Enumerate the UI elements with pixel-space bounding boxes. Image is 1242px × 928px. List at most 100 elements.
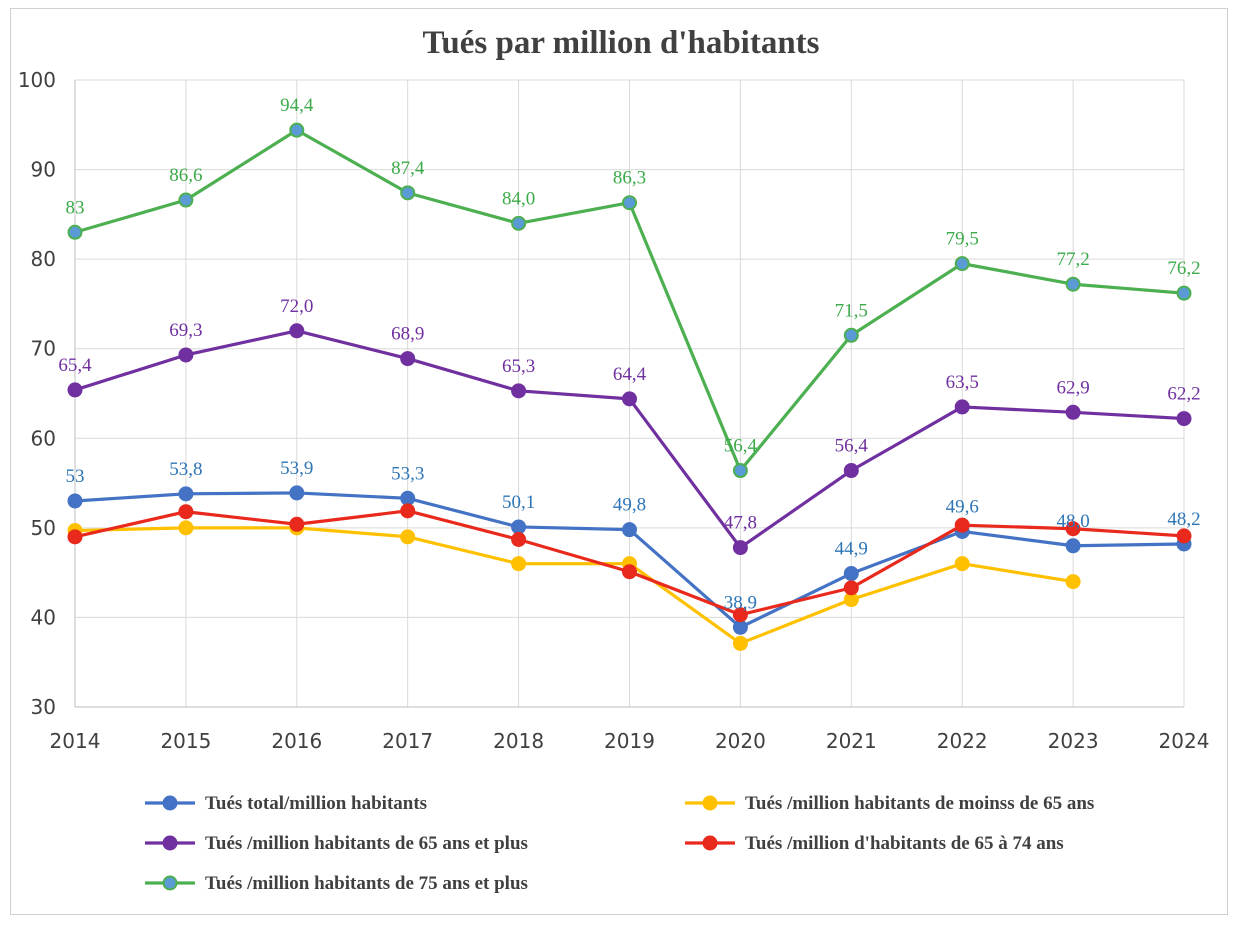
data-label: 47,8 <box>724 513 757 534</box>
y-tick-label: 40 <box>31 605 56 629</box>
series-point <box>843 566 859 582</box>
series-point <box>178 347 194 363</box>
data-label: 84,0 <box>502 188 535 209</box>
series-point <box>511 383 527 399</box>
series-point <box>178 504 194 520</box>
legend-marker <box>702 795 718 811</box>
data-label: 49,8 <box>613 495 646 516</box>
series-point <box>954 256 970 272</box>
series-point <box>289 485 305 501</box>
data-label: 94,4 <box>280 95 314 116</box>
data-label: 53,8 <box>169 459 202 480</box>
series-point <box>400 185 416 201</box>
series-point <box>511 519 527 535</box>
series-point <box>622 522 637 538</box>
series-point <box>1065 521 1081 537</box>
series-point <box>1176 285 1192 301</box>
x-tick-label: 2017 <box>382 729 433 753</box>
series-point <box>732 540 748 556</box>
series-point <box>954 399 970 415</box>
x-tick-label: 2018 <box>493 729 544 753</box>
data-label: 53 <box>66 466 85 487</box>
y-tick-label: 60 <box>31 426 56 450</box>
chart-frame <box>10 8 1228 915</box>
series-point <box>289 323 305 339</box>
series-point <box>1065 574 1081 590</box>
series-point <box>400 529 416 545</box>
data-label: 68,9 <box>391 324 424 345</box>
data-label: 62,9 <box>1056 377 1089 398</box>
series-point <box>843 463 859 479</box>
data-label: 50,1 <box>502 492 535 513</box>
series-point <box>622 564 637 580</box>
x-tick-label: 2022 <box>937 729 988 753</box>
legend-marker <box>162 875 178 891</box>
data-label: 56,4 <box>835 436 869 457</box>
y-axis: 30 40 50 60 70 80 90 100 <box>18 68 56 719</box>
series-group <box>67 122 1192 651</box>
data-label: 87,4 <box>391 158 425 179</box>
data-label: 76,2 <box>1167 258 1200 279</box>
x-axis: 2014 2015 2016 2017 2018 2019 2020 2021 2022 2023… <box>50 729 1210 753</box>
series-point <box>1176 528 1192 544</box>
series-point <box>1176 411 1192 427</box>
series-point <box>1065 538 1081 554</box>
series-point <box>732 635 748 651</box>
y-tick-label: 90 <box>31 158 56 182</box>
series-point <box>178 520 194 536</box>
x-tick-label: 2023 <box>1048 729 1099 753</box>
data-label: 79,5 <box>946 229 979 250</box>
x-tick-label: 2024 <box>1159 729 1210 753</box>
series-point <box>954 517 970 533</box>
series-point <box>67 224 83 240</box>
series-point <box>400 490 416 506</box>
series-point <box>732 607 748 623</box>
series-point <box>289 122 305 138</box>
legend-label: Tués /million d'habitants de 65 à 74 ans <box>745 833 1064 854</box>
x-tick-label: 2019 <box>604 729 655 753</box>
legend-marker <box>162 835 178 851</box>
x-tick-label: 2015 <box>160 729 211 753</box>
x-tick-label: 2021 <box>826 729 877 753</box>
data-label: 49,6 <box>946 496 979 517</box>
data-label: 72,0 <box>280 296 313 317</box>
data-label: 44,9 <box>835 539 868 560</box>
series-point <box>67 382 83 398</box>
x-tick-label: 2020 <box>715 729 766 753</box>
series-point <box>511 215 527 231</box>
series-point <box>954 556 970 572</box>
data-label: 86,3 <box>613 168 646 189</box>
series-point <box>178 192 194 208</box>
legend-label: Tués total/million habitants <box>205 793 427 814</box>
legend-marker <box>702 835 718 851</box>
data-label: 86,6 <box>169 165 202 186</box>
y-tick-label: 50 <box>31 516 56 540</box>
series-point <box>843 580 859 596</box>
series-point <box>511 556 527 572</box>
series-point <box>67 529 83 545</box>
y-tick-label: 70 <box>31 337 56 361</box>
series-point <box>622 391 637 407</box>
series-point <box>732 619 748 635</box>
series-point <box>289 516 305 532</box>
data-label: 65,4 <box>58 355 92 376</box>
series-point <box>511 532 527 548</box>
data-label: 71,5 <box>835 300 868 321</box>
data-label: 53,3 <box>391 463 424 484</box>
data-label: 56,4 <box>724 436 758 457</box>
legend-label: Tués /million habitants de 75 ans et plu… <box>205 873 528 894</box>
x-tick-label: 2016 <box>271 729 322 753</box>
data-label: 62,2 <box>1167 384 1200 405</box>
grid-lines <box>74 79 1185 708</box>
series-point <box>622 195 637 211</box>
data-label: 77,2 <box>1056 249 1089 270</box>
series-point <box>178 486 194 502</box>
data-label: 38,9 <box>724 592 757 613</box>
data-label: 83 <box>66 197 85 218</box>
series-line <box>74 526 1074 646</box>
data-label: 63,5 <box>946 372 979 393</box>
series-point <box>843 327 859 343</box>
series-point <box>400 503 416 519</box>
x-tick-label: 2014 <box>50 729 101 753</box>
